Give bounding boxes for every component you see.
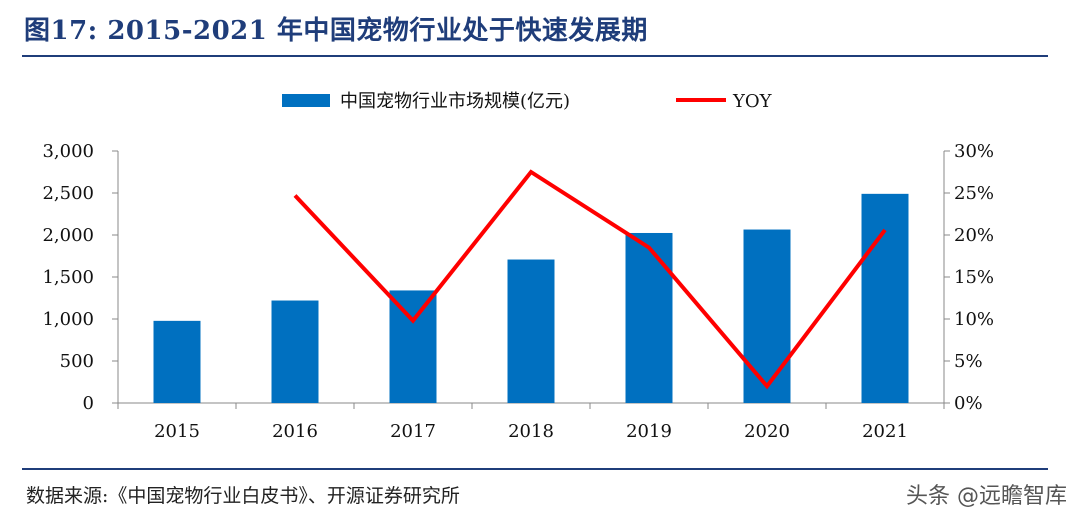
legend-label-bar: 中国宠物行业市场规模(亿元): [340, 91, 570, 112]
figure-title: 图17: 2015-2021 年中国宠物行业处于快速发展期: [24, 16, 648, 46]
bar-2020: [743, 229, 791, 403]
title-rule: [22, 55, 1048, 57]
legend-label-line: YOY: [732, 91, 773, 112]
left-tick-label: 3,000: [42, 141, 94, 162]
right-tick-label: 15%: [954, 267, 994, 288]
bar-2016: [271, 300, 319, 403]
bar-2019: [625, 232, 673, 403]
yoy-line: [293, 169, 887, 390]
right-tick-label: 30%: [954, 141, 994, 162]
bar-2021: [861, 193, 909, 403]
bar-2018: [507, 259, 555, 403]
right-tick-label: 0%: [954, 393, 983, 414]
x-tick-label: 2016: [272, 421, 318, 442]
right-tick-label: 25%: [954, 183, 994, 204]
right-tick-label: 20%: [954, 225, 994, 246]
bar-2017: [389, 290, 437, 403]
x-tick-label: 2021: [862, 421, 908, 442]
watermark: 头条 @远瞻智库: [906, 484, 1067, 509]
right-tick-label: 5%: [954, 351, 983, 372]
x-tick-label: 2017: [390, 421, 436, 442]
x-tick-label: 2015: [154, 421, 200, 442]
left-tick-label: 2,500: [42, 183, 94, 204]
left-tick-label: 0: [83, 393, 94, 414]
x-tick-label: 2019: [626, 421, 672, 442]
left-tick-label: 500: [60, 351, 94, 372]
source-rule: [22, 468, 1048, 470]
bar-2015: [153, 320, 201, 403]
left-tick-label: 2,000: [42, 225, 94, 246]
x-tick-label: 2018: [508, 421, 554, 442]
left-tick-label: 1,500: [42, 267, 94, 288]
data-source: 数据来源:《中国宠物行业白皮书》、开源证券研究所: [26, 485, 460, 507]
legend-swatch-bar: [282, 94, 330, 107]
x-tick-label: 2020: [744, 421, 790, 442]
right-tick-label: 10%: [954, 309, 994, 330]
left-tick-label: 1,000: [42, 309, 94, 330]
